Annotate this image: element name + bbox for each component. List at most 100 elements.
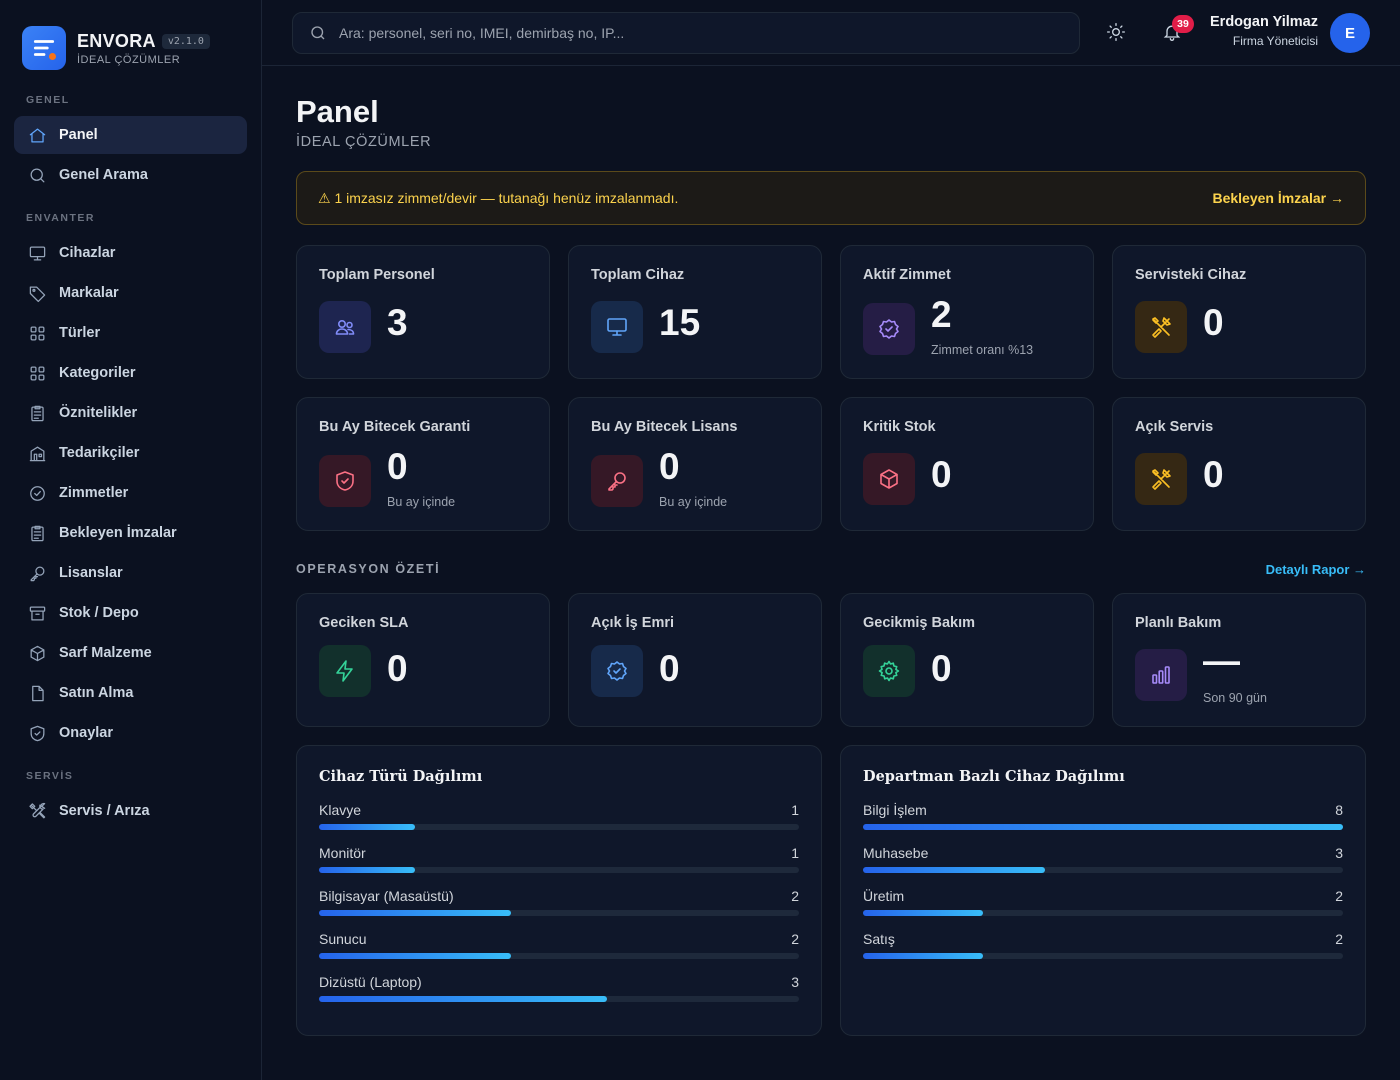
brand-subtitle: İDEAL ÇÖZÜMLER	[77, 53, 181, 66]
row-label: Üretim	[863, 888, 905, 904]
ops-card-late-sla[interactable]: Geciken SLA 0	[296, 593, 550, 727]
sidebar-item-sarf-malzeme[interactable]: Sarf Malzeme	[14, 634, 247, 672]
sidebar-item-bekleyen-imzalar[interactable]: Bekleyen İmzalar	[14, 514, 247, 552]
sidebar-item-label: Satın Alma	[59, 685, 134, 701]
bar-track	[319, 867, 799, 873]
file-icon	[27, 683, 47, 703]
card-value: 0	[387, 446, 408, 487]
card-value: 2	[931, 294, 952, 335]
bar-fill	[319, 953, 511, 959]
stat-card-active-assignment[interactable]: Aktif Zimmet 2 Zimmet oranı %13	[840, 245, 1094, 379]
theme-toggle[interactable]	[1106, 22, 1128, 44]
card-value: 3	[387, 302, 408, 343]
sidebar: ENVORA v2.1.0 İDEAL ÇÖZÜMLER GENEL ENVANT…	[0, 0, 262, 1080]
nav-section-genel: GENEL	[26, 94, 70, 106]
sidebar-item-lisanslar[interactable]: Lisanslar	[14, 554, 247, 592]
check-circle-icon	[27, 483, 47, 503]
sidebar-item-oznitelikler[interactable]: Öznitelikler	[14, 394, 247, 432]
detailed-report-link[interactable]: Detaylı Rapor →	[1265, 562, 1366, 577]
bar-track	[863, 824, 1343, 830]
card-value: 0	[659, 446, 680, 487]
page-subtitle: İDEAL ÇÖZÜMLER	[296, 134, 432, 150]
sidebar-item-servis-ariza[interactable]: Servis / Arıza	[14, 792, 247, 830]
distribution-row: Bilgi İşlem 8	[863, 802, 1343, 838]
row-count: 3	[791, 974, 799, 990]
card-title: Toplam Personel	[319, 267, 435, 283]
search-icon	[27, 165, 47, 185]
distribution-row: Üretim 2	[863, 888, 1343, 924]
row-count: 1	[791, 802, 799, 818]
monitor-icon	[27, 243, 47, 263]
card-title: Planlı Bakım	[1135, 615, 1222, 631]
sidebar-item-label: Bekleyen İmzalar	[59, 525, 177, 541]
ops-card-overdue-maintenance[interactable]: Gecikmiş Bakım 0	[840, 593, 1094, 727]
bar-fill	[863, 824, 1343, 830]
row-label: Sunucu	[319, 931, 367, 947]
ops-card-open-work-order[interactable]: Açık İş Emri 0	[568, 593, 822, 727]
card-note: Zimmet oranı %13	[931, 343, 1034, 357]
sidebar-item-panel[interactable]: Panel	[14, 116, 247, 154]
sidebar-item-tedarikciler[interactable]: Tedarikçiler	[14, 434, 247, 472]
stat-card-expiring-license[interactable]: Bu Ay Bitecek Lisans 0 Bu ay içinde	[568, 397, 822, 531]
card-value: 0	[931, 648, 952, 689]
notifications-button[interactable]: 39	[1162, 15, 1194, 44]
user-role: Firma Yöneticisi	[1232, 34, 1318, 48]
sidebar-item-label: Türler	[59, 325, 101, 341]
sidebar-item-label: Tedarikçiler	[59, 445, 140, 461]
section-label-operations: OPERASYON ÖZETİ	[296, 562, 441, 576]
tag-icon	[27, 283, 47, 303]
sidebar-item-genel-arama[interactable]: Genel Arama	[14, 156, 247, 194]
sidebar-item-label: Kategoriler	[59, 365, 136, 381]
sidebar-item-label: Panel	[59, 127, 98, 143]
sidebar-item-label: Stok / Depo	[59, 605, 139, 621]
sidebar-item-markalar[interactable]: Markalar	[14, 274, 247, 312]
search-box[interactable]	[292, 12, 1080, 54]
card-note: Bu ay içinde	[659, 495, 728, 509]
sidebar-item-turler[interactable]: Türler	[14, 314, 247, 352]
ops-card-planned-maintenance[interactable]: Planlı Bakım — Son 90 gün	[1112, 593, 1366, 727]
bar-track	[319, 910, 799, 916]
avatar[interactable]: E	[1330, 13, 1370, 53]
stat-card-total-personnel[interactable]: Toplam Personel 3	[296, 245, 550, 379]
user-info[interactable]: Erdogan Yilmaz Firma Yöneticisi	[1210, 14, 1318, 48]
building-icon	[27, 443, 47, 463]
search-input[interactable]	[339, 25, 1039, 41]
tools-icon	[1135, 301, 1187, 353]
row-label: Monitör	[319, 845, 366, 861]
distribution-row: Monitör 1	[319, 845, 799, 881]
sidebar-item-stok-depo[interactable]: Stok / Depo	[14, 594, 247, 632]
sidebar-item-kategoriler[interactable]: Kategoriler	[14, 354, 247, 392]
row-count: 3	[1335, 845, 1343, 861]
stat-card-open-service[interactable]: Açık Servis 0	[1112, 397, 1366, 531]
stat-card-expiring-warranty[interactable]: Bu Ay Bitecek Garanti 0 Bu ay içinde	[296, 397, 550, 531]
stat-card-devices-in-service[interactable]: Servisteki Cihaz 0	[1112, 245, 1366, 379]
card-title: Toplam Cihaz	[591, 267, 685, 283]
search-icon	[311, 26, 325, 40]
pending-signature-alert: ⚠ 1 imzasız zimmet/devir — tutanağı henü…	[296, 171, 1366, 225]
bar-track	[863, 910, 1343, 916]
monitor-icon	[591, 301, 643, 353]
card-value: —	[1203, 640, 1240, 681]
sidebar-item-onaylar[interactable]: Onaylar	[14, 714, 247, 752]
distribution-row: Sunucu 2	[319, 931, 799, 967]
sidebar-item-satin-alma[interactable]: Satın Alma	[14, 674, 247, 712]
row-label: Bilgi İşlem	[863, 802, 927, 818]
sidebar-item-zimmetler[interactable]: Zimmetler	[14, 474, 247, 512]
card-title: Bu Ay Bitecek Lisans	[591, 419, 738, 435]
bar-fill	[319, 910, 511, 916]
card-title: Servisteki Cihaz	[1135, 267, 1247, 283]
brand[interactable]: ENVORA v2.1.0 İDEAL ÇÖZÜMLER	[22, 26, 210, 70]
pending-signatures-link[interactable]: Bekleyen İmzalar →	[1212, 190, 1344, 206]
bar-track	[319, 824, 799, 830]
archive-icon	[27, 603, 47, 623]
bar-track	[863, 953, 1343, 959]
nav-section-servis: SERVİS	[26, 770, 74, 782]
stat-card-critical-stock[interactable]: Kritik Stok 0	[840, 397, 1094, 531]
stat-card-total-devices[interactable]: Toplam Cihaz 15	[568, 245, 822, 379]
notification-badge: 39	[1172, 15, 1194, 33]
sidebar-item-label: Markalar	[59, 285, 119, 301]
tools-icon	[1135, 453, 1187, 505]
sidebar-item-cihazlar[interactable]: Cihazlar	[14, 234, 247, 272]
brand-name: ENVORA	[77, 30, 156, 51]
badge-check-icon	[591, 645, 643, 697]
